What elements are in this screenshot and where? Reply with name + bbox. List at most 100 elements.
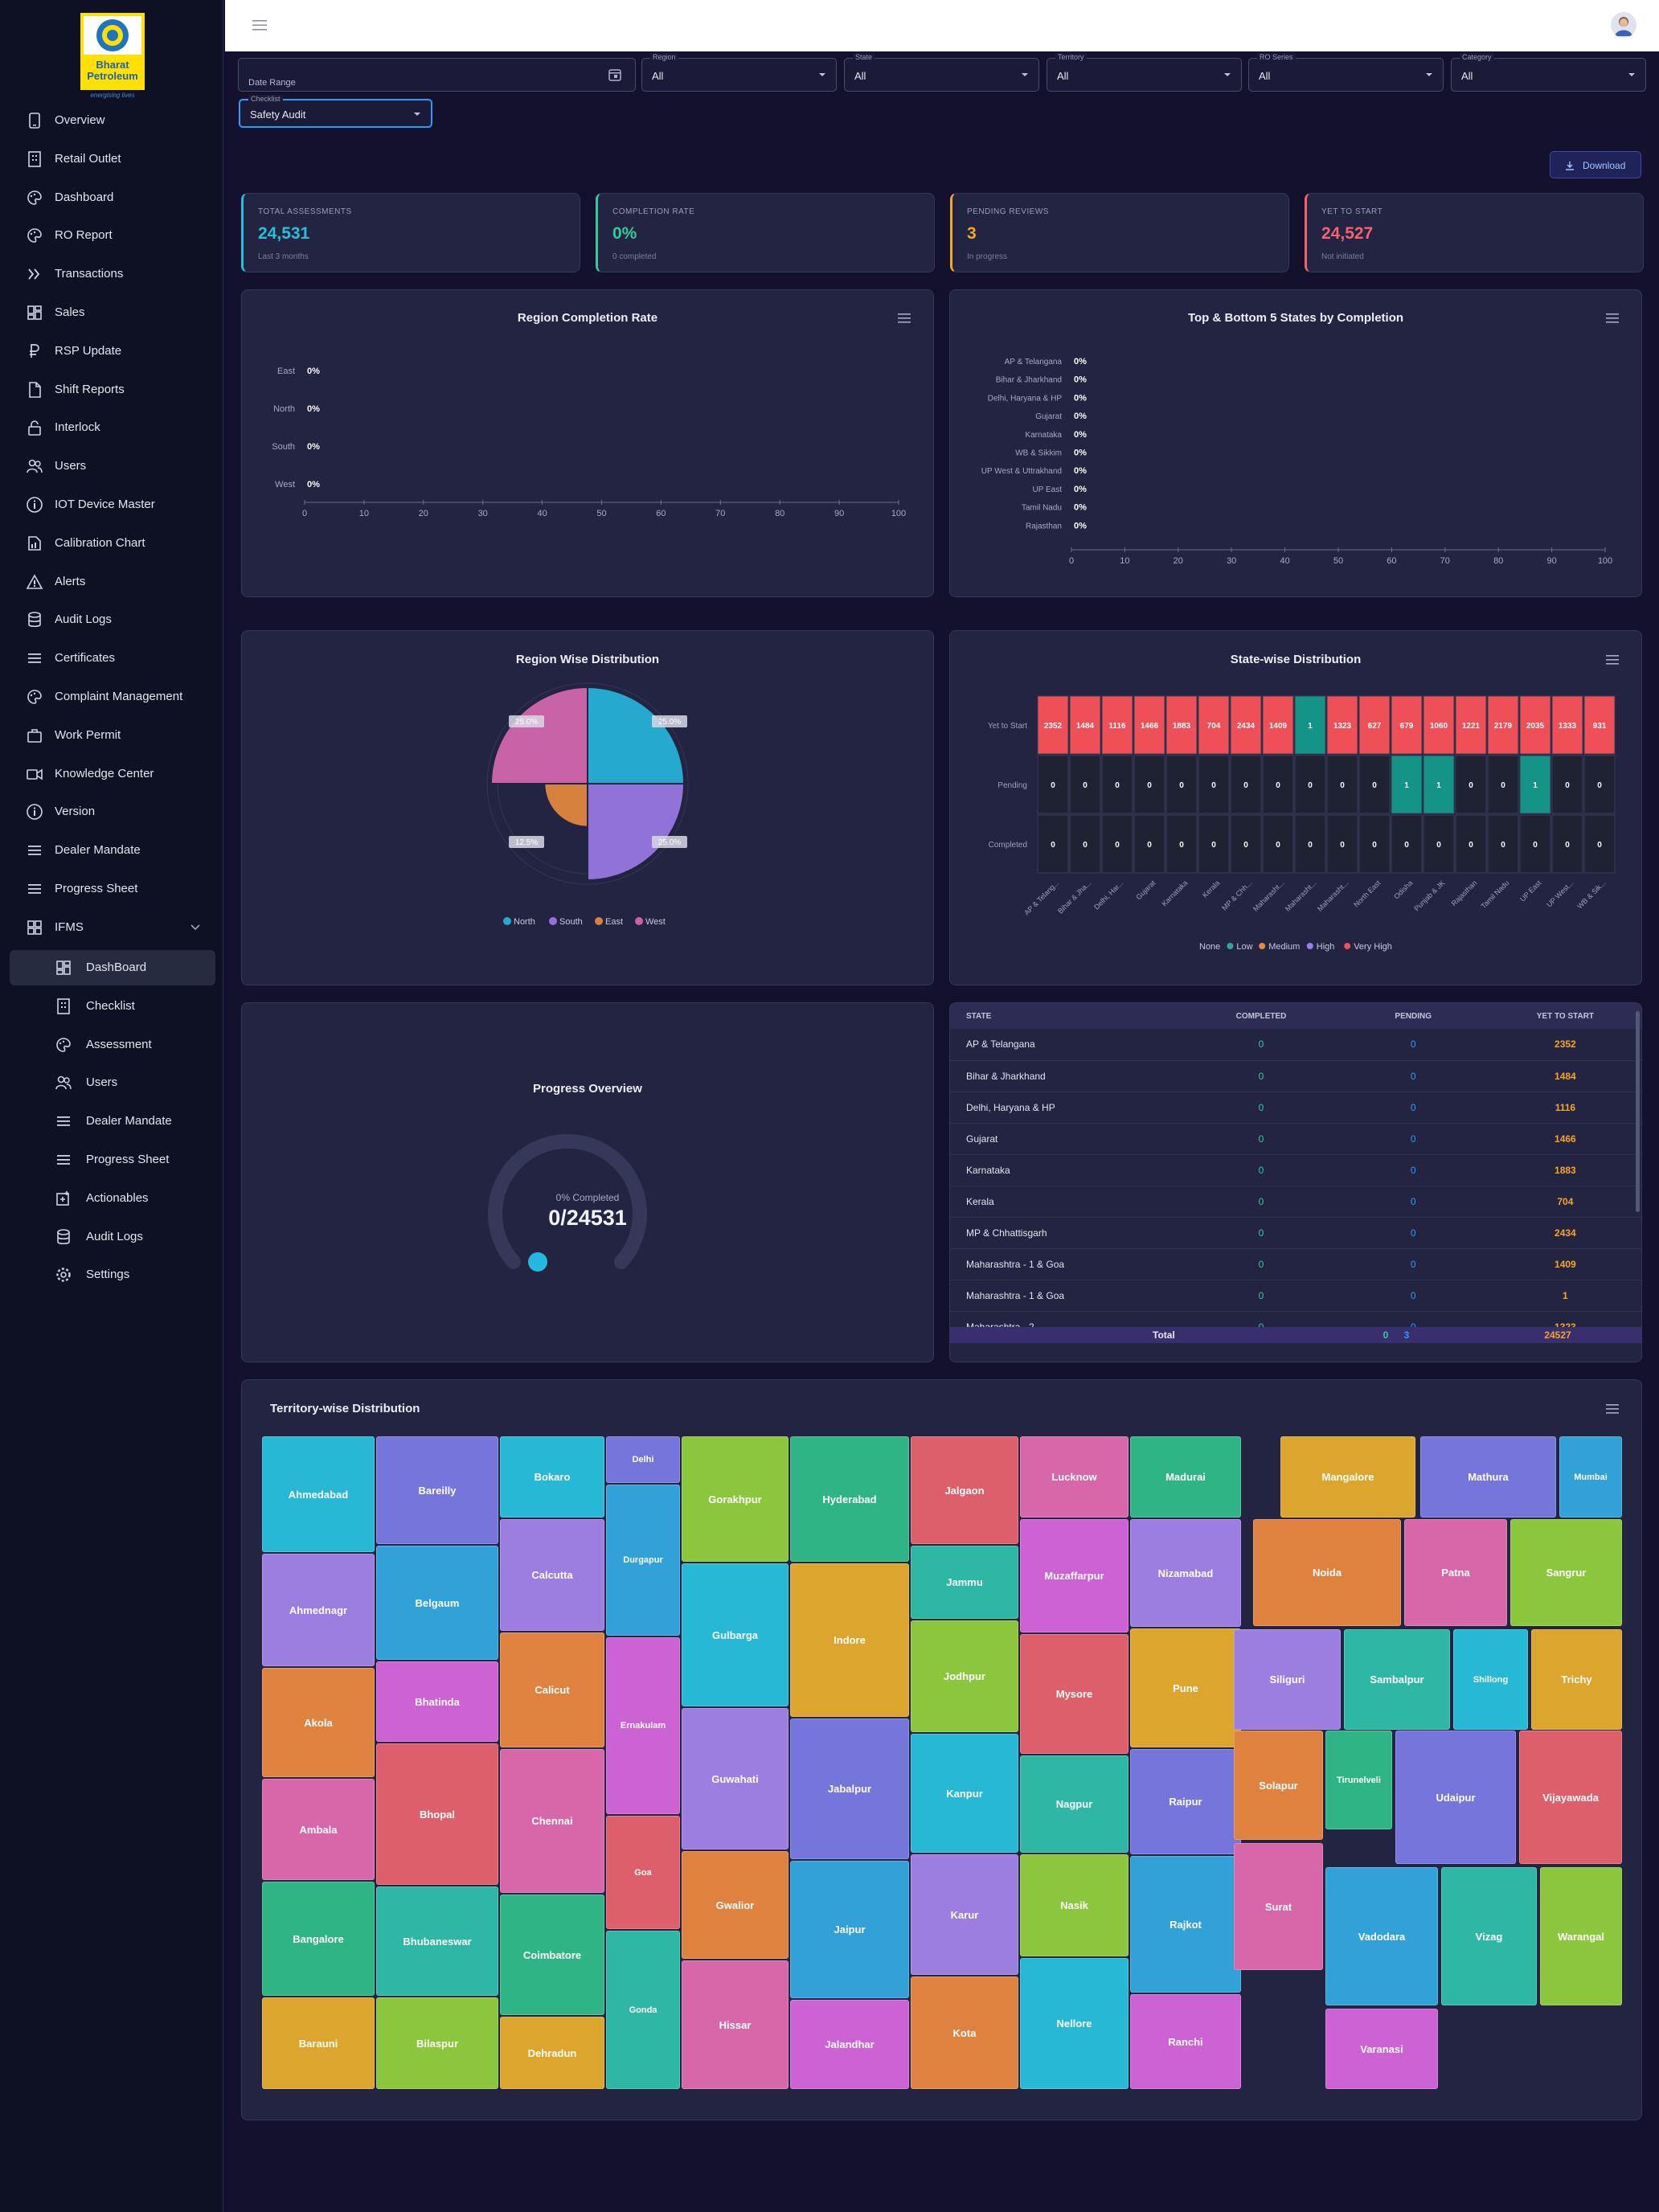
download-button[interactable]: Download xyxy=(1550,151,1641,178)
ifms-item-checklist[interactable]: Checklist xyxy=(10,989,215,1024)
heatmap-cell[interactable] xyxy=(1101,695,1133,755)
pie-slice-north[interactable] xyxy=(587,686,686,784)
treemap-tile[interactable]: Calcutta xyxy=(500,1519,604,1631)
treemap-tile[interactable]: Mumbai xyxy=(1559,1436,1622,1518)
heatmap-cell[interactable] xyxy=(1262,755,1294,814)
heatmap-cell[interactable] xyxy=(1326,695,1358,755)
heatmap-cell[interactable] xyxy=(1326,755,1358,814)
treemap-tile[interactable]: Raipur xyxy=(1130,1749,1241,1854)
treemap-tile[interactable]: Hyderabad xyxy=(790,1436,909,1562)
heatmap-cell[interactable] xyxy=(1583,755,1616,814)
treemap-tile[interactable]: Siliguri xyxy=(1234,1629,1341,1730)
treemap-tile[interactable]: Gulbarga xyxy=(682,1563,789,1706)
sidebar-item-rsp-update[interactable]: RSP Update xyxy=(10,334,215,369)
treemap-tile[interactable]: Ahmedabad xyxy=(262,1436,375,1552)
heatmap-cell[interactable] xyxy=(1551,814,1583,874)
treemap-tile[interactable]: Coimbatore xyxy=(500,1895,604,2015)
checklist-select[interactable]: Checklist Safety Audit xyxy=(239,95,432,128)
heatmap-cell[interactable] xyxy=(1391,755,1423,814)
heatmap-cell[interactable] xyxy=(1230,695,1262,755)
treemap-tile[interactable]: Gwalior xyxy=(682,1851,789,1959)
legend-label-north[interactable]: North xyxy=(514,917,535,927)
sidebar-item-sales[interactable]: Sales xyxy=(10,295,215,330)
table-column-header[interactable]: YET TO START xyxy=(1536,1011,1595,1021)
chart-menu-icon[interactable] xyxy=(898,313,912,324)
treemap-tile[interactable]: Varanasi xyxy=(1325,2009,1438,2089)
chart-menu-icon[interactable] xyxy=(1606,654,1620,666)
treemap-tile[interactable]: Jammu xyxy=(911,1546,1018,1619)
heatmap-cell[interactable] xyxy=(1198,695,1230,755)
sidebar-item-shift-reports[interactable]: Shift Reports xyxy=(10,372,215,408)
heatmap-cell[interactable] xyxy=(1262,695,1294,755)
treemap-tile[interactable]: Muzaffarpur xyxy=(1020,1519,1129,1632)
sidebar-item-progress-sheet[interactable]: Progress Sheet xyxy=(10,871,215,907)
treemap-tile[interactable]: Patna xyxy=(1404,1519,1507,1626)
treemap-tile[interactable]: Kanpur xyxy=(911,1734,1018,1853)
heatmap-cell[interactable] xyxy=(1133,695,1165,755)
treemap-tile[interactable]: Bhatinda xyxy=(376,1661,498,1742)
treemap-tile[interactable]: Dehradun xyxy=(500,2017,604,2089)
heatmap-cell[interactable] xyxy=(1037,695,1069,755)
table-column-header[interactable]: COMPLETED xyxy=(1235,1011,1287,1021)
legend-label-east[interactable]: East xyxy=(605,917,623,927)
treemap-tile[interactable]: Indore xyxy=(790,1563,909,1717)
sidebar-item-transactions[interactable]: Transactions xyxy=(10,256,215,292)
pie-slice-east[interactable] xyxy=(543,783,588,828)
ifms-item-audit-logs[interactable]: Audit Logs xyxy=(10,1219,215,1255)
heatmap-cell[interactable] xyxy=(1519,695,1551,755)
sidebar-item-audit-logs[interactable]: Audit Logs xyxy=(10,602,215,637)
treemap-tile[interactable]: Noida xyxy=(1253,1519,1401,1626)
heatmap-cell[interactable] xyxy=(1069,755,1101,814)
sidebar-item-users[interactable]: Users xyxy=(10,449,215,484)
heatmap-cell[interactable] xyxy=(1294,695,1326,755)
pie-slice-west[interactable] xyxy=(490,686,588,784)
heatmap-cell[interactable] xyxy=(1455,755,1487,814)
heatmap-cell[interactable] xyxy=(1069,695,1101,755)
heatmap-cell[interactable] xyxy=(1165,755,1198,814)
heatmap-cell[interactable] xyxy=(1487,695,1519,755)
treemap-tile[interactable]: Jalandhar xyxy=(790,2000,909,2089)
treemap-tile[interactable]: Gonda xyxy=(606,1931,680,2089)
sidebar-item-ifms[interactable]: IFMS xyxy=(10,910,215,945)
treemap-tile[interactable]: Sangrur xyxy=(1510,1519,1622,1626)
treemap-tile[interactable]: Bareilly xyxy=(376,1436,498,1544)
heatmap-cell[interactable] xyxy=(1230,755,1262,814)
heatmap-cell[interactable] xyxy=(1101,755,1133,814)
sidebar-item-certificates[interactable]: Certificates xyxy=(10,641,215,676)
sidebar-item-complaint-management[interactable]: Complaint Management xyxy=(10,679,215,715)
ifms-item-users[interactable]: Users xyxy=(10,1065,215,1100)
calendar-icon[interactable] xyxy=(608,68,622,82)
heatmap-cell[interactable] xyxy=(1133,814,1165,874)
treemap-tile[interactable]: Mangalore xyxy=(1280,1436,1415,1518)
treemap-tile[interactable]: Nasik xyxy=(1020,1854,1129,1956)
treemap-tile[interactable]: Trichy xyxy=(1531,1629,1622,1730)
treemap-tile[interactable]: Bhopal xyxy=(376,1743,498,1885)
table-column-header[interactable]: PENDING xyxy=(1395,1011,1432,1021)
state-select[interactable]: State All xyxy=(844,53,1039,92)
sidebar-item-interlock[interactable]: Interlock xyxy=(10,410,215,445)
treemap-tile[interactable]: Mysore xyxy=(1020,1634,1129,1754)
treemap-tile[interactable]: Surat xyxy=(1234,1843,1323,1970)
treemap-tile[interactable]: Chennai xyxy=(500,1749,604,1893)
heatmap-cell[interactable] xyxy=(1326,814,1358,874)
sidebar-item-dealer-mandate[interactable]: Dealer Mandate xyxy=(10,833,215,868)
heatmap-cell[interactable] xyxy=(1583,695,1616,755)
treemap-tile[interactable]: Karur xyxy=(911,1854,1018,1975)
heatmap-cell[interactable] xyxy=(1101,814,1133,874)
treemap-tile[interactable]: Sambalpur xyxy=(1344,1629,1450,1730)
heatmap-cell[interactable] xyxy=(1037,814,1069,874)
heatmap-cell[interactable] xyxy=(1487,814,1519,874)
treemap-tile[interactable]: Bilaspur xyxy=(376,1997,498,2089)
sidebar-item-retail-outlet[interactable]: Retail Outlet xyxy=(10,141,215,177)
treemap-tile[interactable]: Lucknow xyxy=(1020,1436,1129,1518)
treemap-tile[interactable]: Delhi xyxy=(606,1436,680,1483)
treemap-tile[interactable]: Calicut xyxy=(500,1632,604,1747)
legend-label-west[interactable]: West xyxy=(645,917,666,927)
heatmap-legend-label[interactable]: High xyxy=(1317,942,1335,952)
heatmap-cell[interactable] xyxy=(1358,695,1391,755)
treemap-tile[interactable]: Ahmednagr xyxy=(262,1554,375,1666)
heatmap-legend-label[interactable]: Very High xyxy=(1354,942,1392,952)
sidebar-item-alerts[interactable]: Alerts xyxy=(10,564,215,600)
ifms-item-assessment[interactable]: Assessment xyxy=(10,1027,215,1063)
heatmap-cell[interactable] xyxy=(1551,695,1583,755)
